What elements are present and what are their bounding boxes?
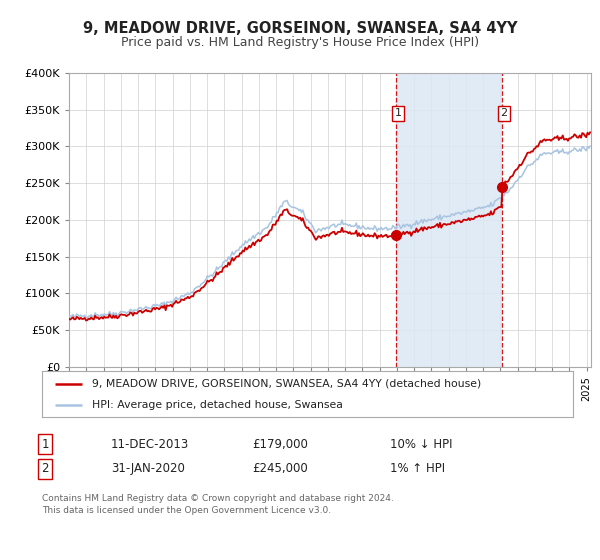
Text: 10% ↓ HPI: 10% ↓ HPI (390, 437, 452, 451)
Text: Price paid vs. HM Land Registry's House Price Index (HPI): Price paid vs. HM Land Registry's House … (121, 36, 479, 49)
Text: 1% ↑ HPI: 1% ↑ HPI (390, 462, 445, 475)
Text: 2: 2 (41, 462, 49, 475)
Text: 31-JAN-2020: 31-JAN-2020 (111, 462, 185, 475)
Text: 1: 1 (395, 108, 401, 118)
Text: HPI: Average price, detached house, Swansea: HPI: Average price, detached house, Swan… (92, 400, 343, 410)
Text: 11-DEC-2013: 11-DEC-2013 (111, 437, 189, 451)
Text: 9, MEADOW DRIVE, GORSEINON, SWANSEA, SA4 4YY: 9, MEADOW DRIVE, GORSEINON, SWANSEA, SA4… (83, 21, 517, 36)
Text: 2: 2 (500, 108, 508, 118)
Text: Contains HM Land Registry data © Crown copyright and database right 2024.
This d: Contains HM Land Registry data © Crown c… (42, 494, 394, 515)
Text: 1: 1 (41, 437, 49, 451)
Bar (396, 73, 502, 367)
Text: £245,000: £245,000 (252, 462, 308, 475)
Text: 9, MEADOW DRIVE, GORSEINON, SWANSEA, SA4 4YY (detached house): 9, MEADOW DRIVE, GORSEINON, SWANSEA, SA4… (92, 379, 482, 389)
Text: £179,000: £179,000 (252, 437, 308, 451)
